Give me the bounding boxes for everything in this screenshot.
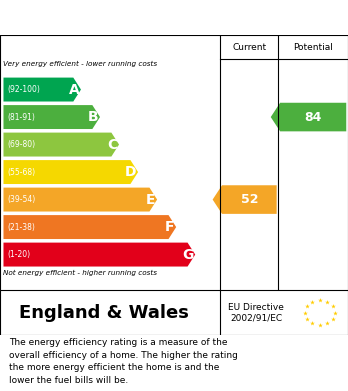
Text: 84: 84 [304,111,322,124]
Text: (1-20): (1-20) [7,250,30,259]
Text: Not energy efficient - higher running costs: Not energy efficient - higher running co… [3,270,158,276]
Text: (92-100): (92-100) [7,85,40,94]
Polygon shape [3,215,176,239]
Text: England & Wales: England & Wales [18,303,189,321]
Text: G: G [182,248,193,262]
Text: D: D [125,165,136,179]
Text: The energy efficiency rating is a measure of the
overall efficiency of a home. T: The energy efficiency rating is a measur… [9,338,238,386]
Polygon shape [3,77,81,102]
Text: Energy Efficiency Rating: Energy Efficiency Rating [7,10,217,25]
Text: (55-68): (55-68) [7,168,35,177]
Text: 52: 52 [240,193,258,206]
Polygon shape [271,103,346,131]
Text: Current: Current [232,43,267,52]
Text: B: B [88,110,98,124]
Polygon shape [3,160,138,184]
Polygon shape [3,242,195,267]
Text: F: F [165,220,174,234]
Text: E: E [146,192,156,206]
Text: (21-38): (21-38) [7,222,35,231]
Text: Very energy efficient - lower running costs: Very energy efficient - lower running co… [3,61,158,66]
Text: A: A [69,83,79,97]
Polygon shape [3,133,119,156]
Polygon shape [3,188,157,212]
Polygon shape [3,105,100,129]
Text: Potential: Potential [293,43,333,52]
Text: (39-54): (39-54) [7,195,35,204]
Polygon shape [213,185,277,214]
Text: EU Directive
2002/91/EC: EU Directive 2002/91/EC [228,303,284,322]
Text: (81-91): (81-91) [7,113,35,122]
Text: C: C [107,138,117,152]
Text: (69-80): (69-80) [7,140,35,149]
